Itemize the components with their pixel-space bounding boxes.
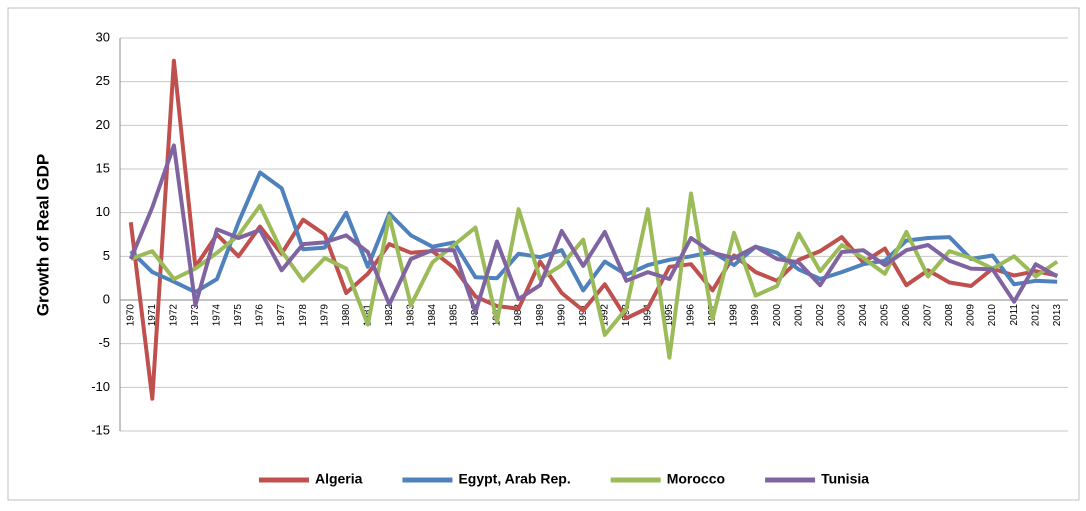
y-tick-label: 10 [96,204,110,219]
x-tick-label: 1980 [341,304,352,327]
x-tick-label: 1973 [190,304,201,327]
x-tick-label: 1989 [535,304,546,327]
x-tick-label: 2009 [966,304,977,327]
x-tick-label: 1983 [406,304,417,327]
x-tick-label: 2012 [1030,304,1041,327]
legend-label: Tunisia [821,471,869,487]
series-line [128,58,1058,401]
legend-label: Morocco [667,471,725,487]
x-tick-label: 1971 [147,304,158,327]
x-tick-label: 1979 [319,304,330,327]
y-tick-label: -10 [91,379,110,394]
series-line [130,191,1059,360]
x-tick-label: 2004 [858,304,869,327]
y-tick-label: 30 [96,29,110,44]
x-tick-label: 1976 [255,304,266,327]
y-tick-label: -5 [98,335,110,350]
x-tick-label: 1992 [599,304,610,327]
x-tick-label: 1972 [169,304,180,327]
y-tick-label: 0 [103,291,110,306]
x-tick-label: 2013 [1052,304,1063,327]
x-tick-label: 1995 [664,304,675,327]
x-tick-label: 1994 [643,304,654,327]
x-tick-label: 2002 [815,304,826,327]
x-tick-label: 2008 [944,304,955,327]
x-tick-label: 1975 [233,304,244,327]
x-tick-label: 2006 [901,304,912,327]
x-tick-label: 1978 [298,304,309,327]
y-tick-label: 25 [96,73,110,88]
x-tick-label: 2001 [793,304,804,327]
legend-label: Egypt, Arab Rep. [458,471,570,487]
x-tick-label: 1988 [513,304,524,327]
series-line [129,170,1058,295]
x-tick-label: 2003 [836,304,847,327]
series-line [128,143,1059,315]
x-tick-label: 1982 [384,304,395,327]
legend-label: Algeria [315,471,363,487]
x-tick-label: 2007 [923,304,934,327]
y-axis-label: Growth of Real GDP [33,154,52,316]
y-tick-label: 15 [96,160,110,175]
x-tick-label: 1985 [449,304,460,327]
x-tick-label: 1977 [276,304,287,327]
y-tick-label: -15 [91,422,110,437]
x-tick-label: 1970 [125,304,136,327]
x-tick-label: 1974 [212,304,223,327]
y-tick-label: 5 [103,248,110,263]
x-tick-label: 2011 [1009,304,1020,326]
y-tick-label: 20 [96,117,110,132]
x-tick-label: 1996 [686,304,697,327]
x-tick-label: 2010 [987,304,998,327]
x-tick-label: 2000 [772,304,783,327]
x-tick-label: 1998 [729,304,740,327]
x-tick-label: 1991 [578,304,589,327]
x-tick-label: 1986 [470,304,481,327]
x-tick-label: 1984 [427,304,438,327]
x-tick-label: 1990 [556,304,567,327]
x-tick-label: 2005 [880,304,891,327]
x-tick-label: 1999 [750,304,761,327]
